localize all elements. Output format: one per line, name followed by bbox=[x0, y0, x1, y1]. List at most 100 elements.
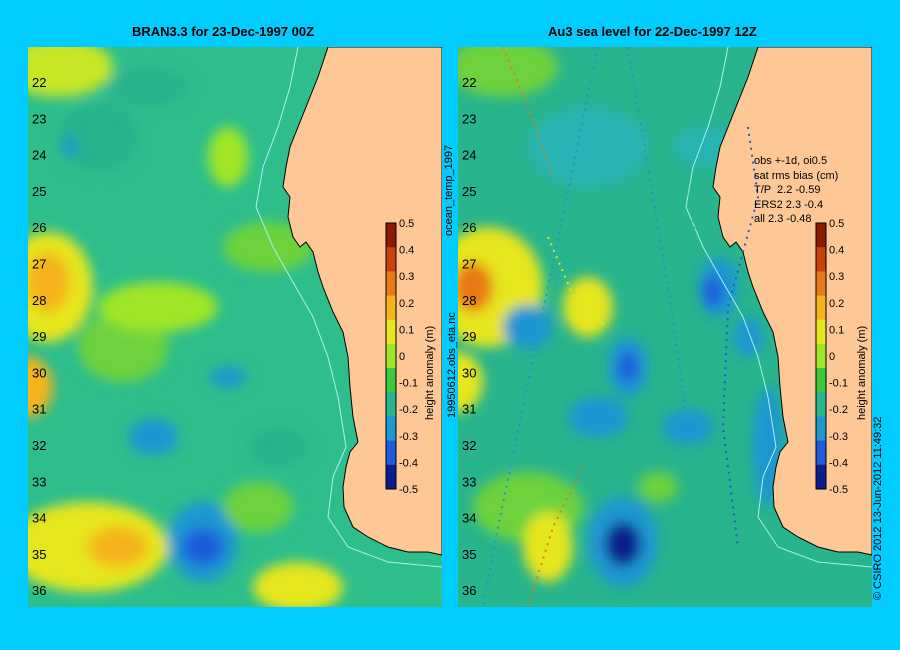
latitude-tick-label: 25 bbox=[462, 184, 476, 199]
colorbar-right: 0.5 0.4 0.3 0.2 0.1 0 -0.1 -0.2 -0.3 -0.4 -0.5 bbox=[815, 218, 848, 496]
colorbar-swatch bbox=[386, 247, 396, 272]
australia-land bbox=[282, 47, 442, 556]
colorbar-swatch bbox=[386, 392, 396, 417]
colorbar-tick-label: 0.4 bbox=[399, 245, 414, 257]
colorbar-swatch bbox=[816, 247, 826, 272]
colorbar-swatch bbox=[386, 343, 396, 369]
latitude-axis: 22 23 24 25 26 27 28 29 30 31 32 33 34 35 36 bbox=[462, 75, 476, 598]
anomaly-blobs bbox=[458, 47, 783, 587]
stats-line: obs +-1d, oi0.5 bbox=[754, 155, 828, 167]
colorbar-swatch bbox=[386, 295, 396, 321]
colorbar-tick-label: -0.4 bbox=[829, 457, 848, 469]
latitude-tick-label: 29 bbox=[462, 329, 476, 344]
colorbar-swatch bbox=[816, 416, 826, 442]
right-panel-title: Au3 sea level for 22-Dec-1997 12Z bbox=[548, 24, 757, 39]
latitude-tick-label: 36 bbox=[462, 583, 476, 598]
latitude-tick-label: 23 bbox=[462, 111, 476, 126]
latitude-tick-label: 34 bbox=[32, 511, 46, 526]
colorbar-tick-label: -0.5 bbox=[399, 484, 418, 496]
colorbar-tick-label: 0.4 bbox=[829, 245, 844, 257]
colorbar-tick-label: -0.4 bbox=[399, 457, 418, 469]
colorbar-tick-label: -0.2 bbox=[829, 404, 848, 416]
colorbar-label-left: height anomaly (m) bbox=[424, 325, 436, 420]
colorbar-tick-label: 0.1 bbox=[399, 324, 414, 336]
colorbar-swatch bbox=[816, 271, 826, 297]
latitude-tick-label: 26 bbox=[462, 220, 476, 235]
shelf-contour bbox=[685, 47, 872, 568]
colorbar-swatch bbox=[386, 440, 396, 466]
copyright-label: © CSIRO 2012 13-Jun-2012 11:49:32 bbox=[872, 416, 884, 600]
stats-line: sat rms bias (cm) bbox=[754, 169, 839, 182]
colorbar-tick-label: 0.3 bbox=[829, 271, 844, 283]
colorbar-frame bbox=[815, 222, 827, 490]
colorbar-tick-label: -0.1 bbox=[399, 378, 418, 390]
latitude-tick-label: 26 bbox=[32, 220, 46, 235]
latitude-tick-label: 27 bbox=[32, 257, 46, 272]
australia-land bbox=[712, 47, 872, 556]
colorbar-swatch bbox=[816, 464, 826, 490]
latitude-tick-label: 27 bbox=[462, 257, 476, 272]
colorbar-swatch bbox=[816, 223, 826, 248]
shelf-contour bbox=[255, 47, 442, 568]
colorbar-tick-label: 0.2 bbox=[399, 298, 414, 310]
latitude-tick-label: 31 bbox=[462, 402, 476, 417]
latitude-tick-label: 24 bbox=[32, 148, 46, 163]
latitude-tick-label: 30 bbox=[462, 365, 476, 380]
latitude-tick-label: 25 bbox=[32, 184, 46, 199]
latitude-tick-label: 31 bbox=[32, 402, 46, 417]
left-panel-title: BRAN3.3 for 23-Dec-1997 00Z bbox=[132, 24, 315, 39]
stats-line: all 2.3 -0.48 bbox=[754, 213, 812, 225]
colorbar-tick-label: 0.5 bbox=[829, 218, 844, 230]
latitude-tick-label: 22 bbox=[32, 75, 46, 90]
colorbar-left: 0.5 0.4 0.3 0.2 0.1 0 -0.1 -0.2 -0.3 -0.4 -0.5 bbox=[385, 218, 418, 496]
latitude-tick-label: 35 bbox=[32, 547, 46, 562]
file-name-label: 19950612.obs_eta.nc bbox=[446, 312, 458, 418]
colorbar-tick-label: -0.5 bbox=[829, 484, 848, 496]
latitude-tick-label: 32 bbox=[462, 438, 476, 453]
colorbar-tick-label: -0.1 bbox=[829, 378, 848, 390]
colorbar-tick-label: 0.5 bbox=[399, 218, 414, 230]
colorbar-frame bbox=[385, 222, 397, 490]
colorbar-swatch bbox=[386, 368, 396, 393]
colorbar-tick-label: 0 bbox=[829, 351, 835, 363]
colorbar-swatch bbox=[386, 319, 396, 345]
stats-line: ERS2 2.3 -0.4 bbox=[754, 198, 824, 211]
colorbar-swatch bbox=[386, 464, 396, 490]
latitude-tick-label: 22 bbox=[462, 75, 476, 90]
latitude-tick-label: 28 bbox=[462, 293, 476, 308]
colorbar-tick-label: -0.3 bbox=[399, 431, 418, 443]
colorbar-swatch bbox=[386, 416, 396, 442]
latitude-tick-label: 34 bbox=[462, 511, 476, 526]
latitude-tick-label: 28 bbox=[32, 293, 46, 308]
colorbar-swatch bbox=[816, 319, 826, 345]
colorbar-swatch bbox=[816, 295, 826, 321]
colorbar-swatch bbox=[816, 368, 826, 393]
colorbar-tick-label: -0.2 bbox=[399, 404, 418, 416]
colorbar-swatch bbox=[386, 271, 396, 297]
latitude-tick-label: 24 bbox=[462, 148, 476, 163]
altimetry-stats: obs +-1d, oi0.5 sat rms bias (cm) T/P 2.… bbox=[754, 154, 838, 227]
colorbar-swatch bbox=[816, 343, 826, 369]
latitude-tick-label: 33 bbox=[32, 474, 46, 489]
colorbar-swatch bbox=[816, 440, 826, 466]
colorbar-label-right: height anomaly (m) bbox=[856, 325, 868, 420]
latitude-tick-label: 29 bbox=[32, 329, 46, 344]
colorbar-tick-label: 0 bbox=[399, 351, 405, 363]
stats-line: T/P 2.2 -0.59 bbox=[754, 184, 821, 196]
latitude-tick-label: 36 bbox=[32, 583, 46, 598]
colorbar-tick-label: 0.3 bbox=[399, 271, 414, 283]
colorbar-swatch bbox=[816, 392, 826, 417]
colorbar-tick-label: 0.1 bbox=[829, 324, 844, 336]
colorbar-swatch bbox=[386, 223, 396, 248]
satellite-tracks bbox=[482, 47, 760, 607]
anomaly-blobs bbox=[28, 47, 343, 607]
latitude-tick-label: 32 bbox=[32, 438, 46, 453]
dataset-label: ocean_temp_1997 bbox=[443, 144, 455, 236]
latitude-axis: 22 23 24 25 26 27 28 29 30 31 32 33 34 35 36 bbox=[32, 75, 46, 598]
colorbar-tick-label: 0.2 bbox=[829, 298, 844, 310]
latitude-tick-label: 23 bbox=[32, 111, 46, 126]
latitude-tick-label: 33 bbox=[462, 474, 476, 489]
latitude-tick-label: 30 bbox=[32, 365, 46, 380]
